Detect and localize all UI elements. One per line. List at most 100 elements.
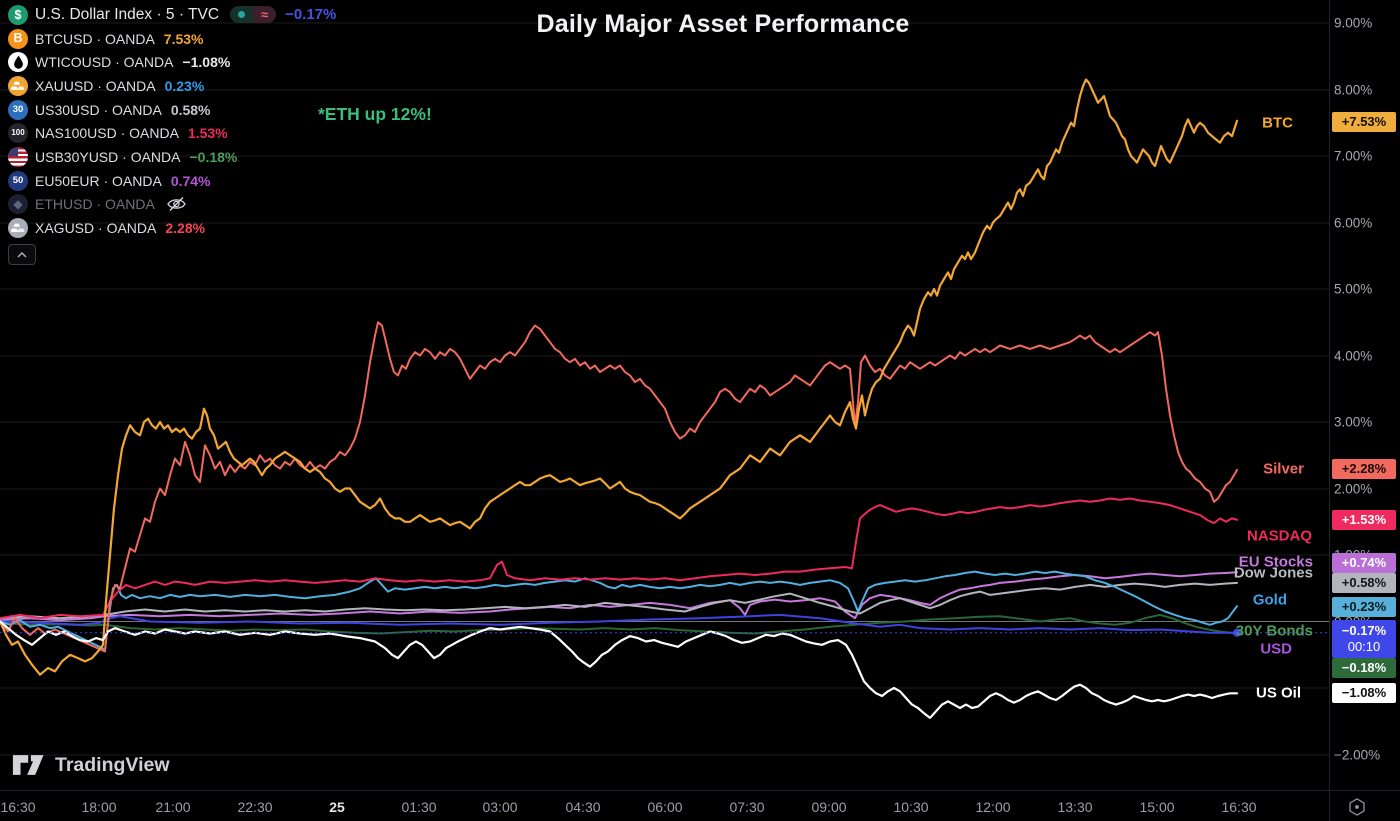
legend-row-xauusd[interactable]: XAUUSD · OANDA 0.23% [8, 74, 336, 98]
legend-row-ethusd[interactable]: ◆ ETHUSD · OANDA [8, 193, 336, 217]
price-axis-tick: 8.00% [1334, 82, 1373, 98]
tradingview-logo[interactable]: TradingView [12, 753, 170, 777]
silver-bars-icon [8, 218, 28, 239]
nasdaq-100-icon: 100 [8, 123, 28, 144]
price-badge-0.17: −0.17% 00:10 [1332, 620, 1396, 658]
price-badge-0.58: +0.58% [1332, 573, 1396, 593]
legend-symbol-text: WTICOUSD · OANDA [35, 54, 174, 71]
legend-symbol-text: NAS100USD · OANDA [35, 125, 179, 142]
dow-30-icon: 30 [8, 99, 28, 120]
eth-icon: ◆ [8, 194, 28, 215]
legend-symbol-text: EU50EUR · OANDA [35, 172, 162, 189]
chevron-up-icon [17, 251, 27, 257]
legend-row-wticousd[interactable]: WTICOUSD · OANDA −1.08% [8, 50, 336, 74]
time-axis-tick: 09:00 [811, 799, 847, 815]
time-axis-settings-icon[interactable] [1346, 796, 1368, 821]
legend-row-u.s.[interactable]: $ U.S. Dollar Index · 5 · TVC ≈ −0.17% [8, 3, 336, 27]
legend-change-value: −0.17% [285, 6, 337, 24]
price-axis-tick: 4.00% [1334, 348, 1373, 364]
series-visibility-toggle[interactable]: ≈ [230, 6, 277, 24]
series-line-gold[interactable] [0, 570, 1238, 651]
time-axis-tick: 15:00 [1139, 799, 1175, 815]
bar-countdown: 00:10 [1347, 639, 1381, 654]
legend-row-eu50eur[interactable]: 50 EU50EUR · OANDA 0.74% [8, 169, 336, 193]
price-axis-separator [1329, 0, 1330, 821]
time-axis-tick: 03:00 [482, 799, 518, 815]
time-axis-tick: 06:00 [647, 799, 683, 815]
price-badge-0.74: +0.74% [1332, 553, 1396, 573]
series-name-label-btc[interactable]: BTC [1262, 114, 1293, 132]
legend-row-xagusd[interactable]: XAGUSD · OANDA 2.28% [8, 216, 336, 240]
price-axis-tick: −2.00% [1334, 747, 1381, 763]
toggle-dot-icon [230, 6, 254, 24]
legend-row-btcusd[interactable]: B BTCUSD · OANDA 7.53% [8, 27, 336, 51]
time-axis-tick: 22:30 [237, 799, 273, 815]
series-name-label-us-oil[interactable]: US Oil [1255, 684, 1301, 702]
series-line-usd[interactable] [0, 613, 1238, 634]
legend-change-value: −1.08% [182, 54, 231, 71]
price-axis-tick: 9.00% [1334, 15, 1373, 31]
series-name-label-usd[interactable]: USD [1260, 640, 1292, 658]
legend-symbol-text: US30USD · OANDA [35, 101, 162, 118]
legend-change-value: 0.58% [170, 101, 211, 118]
legend-change-value: 0.74% [170, 172, 211, 189]
series-line-30y-bonds[interactable] [0, 613, 1238, 635]
series-name-label-nasdaq[interactable]: NASDAQ [1246, 527, 1312, 545]
time-axis-tick: 18:00 [81, 799, 117, 815]
eth-note-annotation[interactable]: *ETH up 12%! [318, 104, 432, 124]
legend-change-value: 1.53% [187, 125, 228, 142]
legend-change-value: 0.23% [164, 77, 205, 94]
series-canvas[interactable] [0, 0, 1330, 790]
dollar-index-icon: $ [8, 4, 28, 25]
legend-symbol-text: U.S. Dollar Index · 5 · TVC [35, 5, 220, 23]
time-axis-tick: 12:00 [975, 799, 1011, 815]
series-name-label-30y-bonds[interactable]: 30Y Bonds [1235, 622, 1313, 640]
legend-symbol-text: XAUUSD · OANDA [35, 77, 156, 94]
series-line-eu-stocks[interactable] [0, 571, 1238, 622]
gold-bars-icon [8, 75, 28, 96]
legend-symbol-text: BTCUSD · OANDA [35, 30, 155, 47]
series-line-silver[interactable] [0, 321, 1238, 653]
series-line-nasdaq[interactable] [0, 497, 1238, 620]
series-name-label-eu-stocks[interactable]: EU Stocks [1238, 553, 1313, 571]
usd-price-marker-dot [1233, 628, 1241, 637]
series-line-dow-jones[interactable] [0, 581, 1238, 620]
btc-icon: B [8, 28, 28, 49]
series-name-label-dow-jones[interactable]: Dow Jones [1233, 564, 1313, 582]
tradingview-logo-text: TradingView [55, 753, 170, 776]
legend-collapse-button[interactable] [8, 244, 36, 265]
time-axis-separator [0, 790, 1400, 791]
price-badge-1.53: +1.53% [1332, 510, 1396, 530]
price-badge-0.18: −0.18% [1332, 658, 1396, 678]
legend-row-usb30yusd[interactable]: USB30YUSD · OANDA −0.18% [8, 145, 336, 169]
price-badge-1.08: −1.08% [1332, 683, 1396, 703]
price-badge-7.53: +7.53% [1332, 112, 1396, 132]
legend-symbol-text: XAGUSD · OANDA [35, 220, 157, 237]
price-axis-tick: 6.00% [1334, 215, 1373, 231]
legend-symbol-text: USB30YUSD · OANDA [35, 148, 181, 165]
time-axis-tick: 07:30 [729, 799, 765, 815]
legend-change-value: 7.53% [163, 30, 204, 47]
series-name-label-silver[interactable]: Silver [1263, 460, 1304, 478]
toggle-approx-icon: ≈ [253, 6, 277, 24]
oil-drop-icon [8, 52, 28, 73]
series-line-btc[interactable] [0, 78, 1239, 676]
legend-change-value: 2.28% [165, 220, 206, 237]
series-name-label-gold[interactable]: Gold [1252, 591, 1287, 609]
time-axis-tick: 01:30 [401, 799, 437, 815]
legend-row-nas100usd[interactable]: 100 NAS100USD · OANDA 1.53% [8, 121, 336, 145]
legend-row-us30usd[interactable]: 30 US30USD · OANDA 0.58% [8, 98, 336, 122]
price-axis-tick: 5.00% [1334, 281, 1373, 297]
chart-title-annotation[interactable]: Daily Major Asset Performance [536, 10, 910, 38]
price-badge-0.23: +0.23% [1332, 597, 1396, 617]
time-axis-tick: 10:30 [893, 799, 929, 815]
eye-hidden-icon[interactable] [166, 196, 187, 212]
time-axis-tick: 16:30 [1221, 799, 1257, 815]
price-axis-tick: 3.00% [1334, 414, 1373, 430]
time-axis-tick: 21:00 [155, 799, 191, 815]
price-axis-tick: 7.00% [1334, 148, 1373, 164]
price-axis-tick: 2.00% [1334, 481, 1373, 497]
symbol-legend: $ U.S. Dollar Index · 5 · TVC ≈ −0.17% B BTCU… [8, 3, 336, 240]
series-line-us-oil[interactable] [0, 620, 1239, 720]
